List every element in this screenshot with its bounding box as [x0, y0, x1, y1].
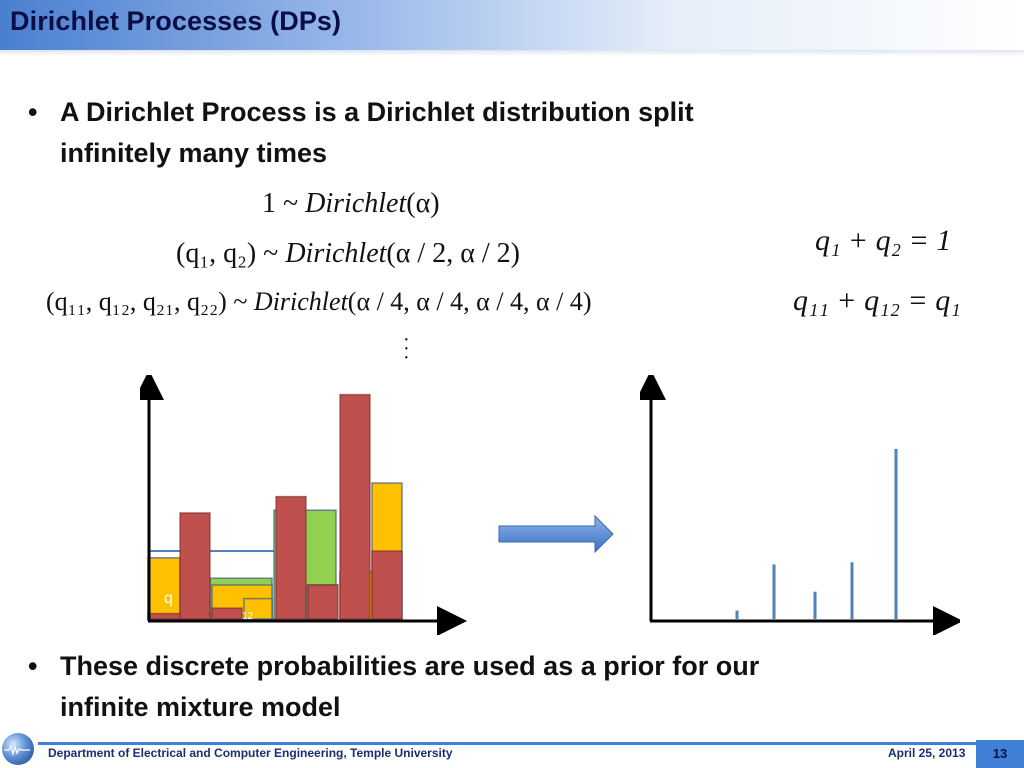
- eq2-lhs: (q₁, q₂): [176, 238, 257, 269]
- bar-red: [371, 550, 403, 620]
- page-number-box: [976, 740, 1024, 768]
- bullet-1: • A Dirichlet Process is a Dirichlet dis…: [28, 92, 960, 174]
- page-number: 13: [992, 746, 1008, 761]
- title-bar: [0, 0, 1024, 56]
- eq1-fn: Dirichlet: [305, 188, 407, 219]
- equation-2: (q₁, q₂) ~ Dirichlet(α / 2, α / 2): [176, 238, 520, 270]
- bar-red: [275, 495, 307, 620]
- eq2-fn: Dirichlet: [285, 238, 387, 269]
- footer: [0, 736, 1024, 768]
- eq1-tilde: ~: [283, 188, 299, 219]
- bullet-dot: •: [28, 651, 38, 681]
- sum-equation-2-text: q₁₁ + q₁₂ = q₁: [793, 284, 961, 317]
- bar-red: [339, 393, 371, 620]
- footer-date: April 25, 2013: [888, 746, 966, 760]
- bar-orange: [147, 557, 181, 620]
- bar-red: [307, 584, 339, 620]
- right-spike-chart: [640, 375, 960, 635]
- equation-3: (q₁₁, q₁₂, q₂₁, q₂₂) ~ Dirichlet(α / 4, …: [46, 287, 592, 317]
- right-arrow-icon: [498, 514, 614, 554]
- bar-red: [211, 607, 243, 620]
- globe-logo-icon: [2, 733, 34, 765]
- bar-orange: [243, 597, 273, 620]
- eq3-tilde: ~: [233, 287, 248, 316]
- bullet-2-line-2: infinite mixture model: [60, 692, 341, 722]
- bullet-2: • These discrete probabilities are used …: [28, 646, 980, 728]
- bullet-dot: •: [28, 97, 38, 127]
- eq3-args: (α / 4, α / 4, α / 4, α / 4): [347, 287, 592, 316]
- eq1-args: (α): [406, 188, 440, 219]
- sum-equation-1: q₁ + q₂ = 1: [815, 224, 951, 258]
- left-histogram-chart: q 12: [140, 375, 467, 635]
- bar-red: [179, 512, 211, 620]
- eq1-lhs: 1: [262, 188, 276, 219]
- footer-department: Department of Electrical and Computer En…: [48, 746, 453, 760]
- footer-rule: [38, 742, 1024, 745]
- vertical-ellipsis: · · ·: [403, 329, 410, 369]
- bar-label-12: 12: [242, 611, 254, 622]
- eq3-lhs: (q₁₁, q₁₂, q₂₁, q₂₂): [46, 287, 227, 316]
- bullet-2-line-1: These discrete probabilities are used as…: [60, 651, 760, 681]
- bullet-1-line-2: infinitely many times: [60, 138, 328, 168]
- eq3-fn: Dirichlet: [253, 287, 348, 316]
- eq2-args: (α / 2, α / 2): [386, 238, 520, 269]
- slide-title: Dirichlet Processes (DPs): [10, 6, 342, 36]
- eq2-tilde: ~: [263, 238, 279, 269]
- bar-label-q: q: [164, 590, 173, 607]
- equation-1: 1 ~ Dirichlet(α): [262, 188, 440, 220]
- sum-equation-1-text: q₁ + q₂ = 1: [815, 224, 952, 257]
- bullet-1-line-1: A Dirichlet Process is a Dirichlet distr…: [60, 97, 694, 127]
- sum-equation-2: q₁₁ + q₁₂ = q₁: [793, 284, 961, 318]
- waveform-icon: [4, 744, 30, 756]
